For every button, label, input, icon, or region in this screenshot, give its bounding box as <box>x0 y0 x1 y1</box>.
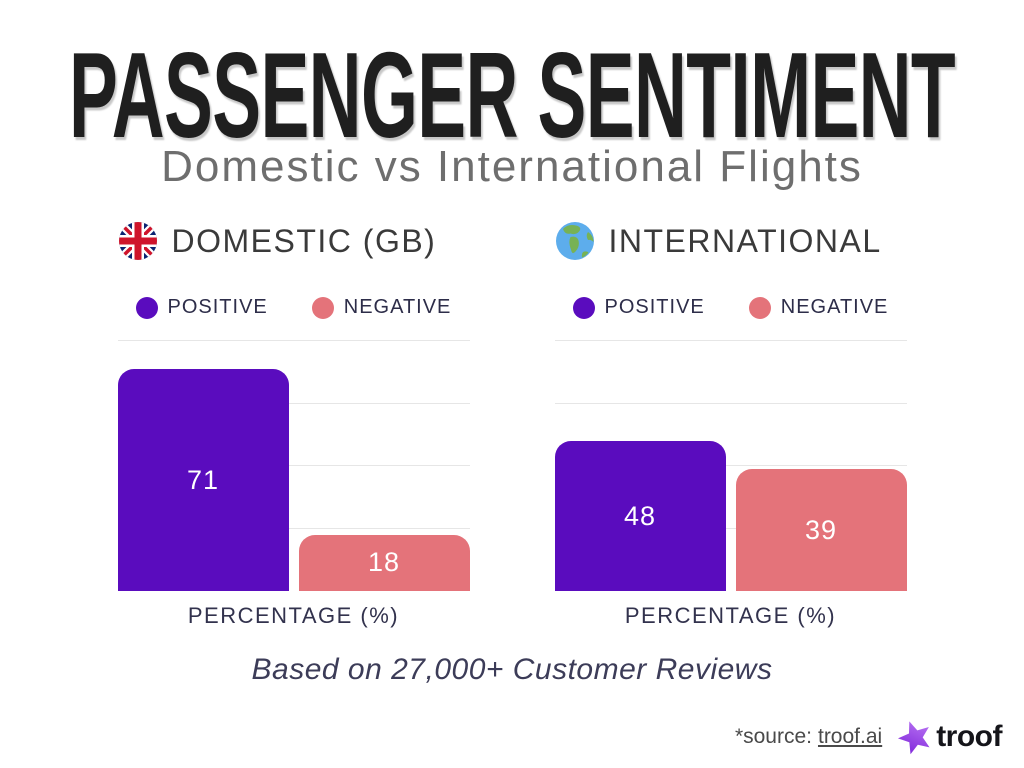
chart-panels: DOMESTIC (GB) POSITIVE NEGATIVE 71 <box>0 220 1024 629</box>
gridlines <box>554 340 907 591</box>
header: PASSENGER SENTIMENT Domestic vs Internat… <box>0 0 1024 192</box>
bar-value-negative: 18 <box>367 547 401 578</box>
bar-positive: 71 <box>117 369 289 591</box>
gridlines <box>117 340 470 591</box>
title-wrap: PASSENGER SENTIMENT <box>0 34 1024 156</box>
gridline <box>117 465 470 466</box>
legend-item-negative: NEGATIVE <box>311 296 452 319</box>
legend-item-negative: NEGATIVE <box>748 296 889 319</box>
x-axis-label-domestic: PERCENTAGE (%) <box>187 603 400 628</box>
panel-domestic: DOMESTIC (GB) POSITIVE NEGATIVE 71 <box>117 220 470 629</box>
footnote: Based on 27,000+ Customer Reviews <box>251 653 773 686</box>
bar-chart-international: 48 39 <box>554 340 907 591</box>
bar-chart-domestic: 71 18 <box>117 340 470 591</box>
legend-label-positive: POSITIVE <box>167 296 268 318</box>
legend-label-negative: NEGATIVE <box>343 296 452 318</box>
bar-value-negative: 39 <box>804 514 838 545</box>
panel-title-international: INTERNATIONAL <box>608 222 882 259</box>
source-row: *source: troof.ai troof <box>735 718 1002 756</box>
gridline <box>554 402 907 404</box>
bar-value-positive: 48 <box>623 500 657 531</box>
source-prefix: *source: <box>734 725 812 748</box>
page-title: PASSENGER SENTIMENT <box>68 27 956 163</box>
uk-flag-icon <box>118 221 158 261</box>
bar-negative: 39 <box>735 469 907 591</box>
bar-positive: 48 <box>554 441 726 591</box>
bars: 48 39 <box>554 341 907 591</box>
gridline <box>554 527 907 529</box>
bar-negative: 18 <box>298 534 470 591</box>
negative-dot-icon <box>311 296 334 319</box>
legend-international: POSITIVE NEGATIVE <box>572 296 907 319</box>
brand-name: troof <box>936 720 1002 753</box>
panel-international: INTERNATIONAL POSITIVE NEGATIVE 48 <box>554 220 907 629</box>
troof-star-icon <box>896 718 934 756</box>
panel-header-domestic: DOMESTIC (GB) <box>118 220 470 262</box>
panel-title-domestic: DOMESTIC (GB) <box>171 222 437 259</box>
gridline <box>117 340 470 341</box>
legend-label-negative: NEGATIVE <box>780 296 889 318</box>
gridline <box>554 465 907 466</box>
legend-item-positive: POSITIVE <box>135 296 268 319</box>
bars: 71 18 <box>117 341 470 591</box>
brand-logo: troof <box>896 718 1002 756</box>
panel-header-international: INTERNATIONAL <box>555 220 907 262</box>
bar-value-positive: 71 <box>186 464 220 495</box>
page-subtitle: Domestic vs International Flights <box>161 142 863 191</box>
legend-item-positive: POSITIVE <box>572 296 705 319</box>
gridline <box>117 527 470 529</box>
negative-dot-icon <box>748 296 771 319</box>
gridline <box>554 340 907 341</box>
legend-domestic: POSITIVE NEGATIVE <box>135 296 470 319</box>
positive-dot-icon <box>572 296 595 319</box>
x-axis-label-international: PERCENTAGE (%) <box>624 603 837 628</box>
legend-label-positive: POSITIVE <box>604 296 705 318</box>
globe-icon <box>555 221 595 261</box>
gridline <box>117 402 470 404</box>
positive-dot-icon <box>135 296 158 319</box>
source-link[interactable]: troof.ai <box>817 725 883 748</box>
